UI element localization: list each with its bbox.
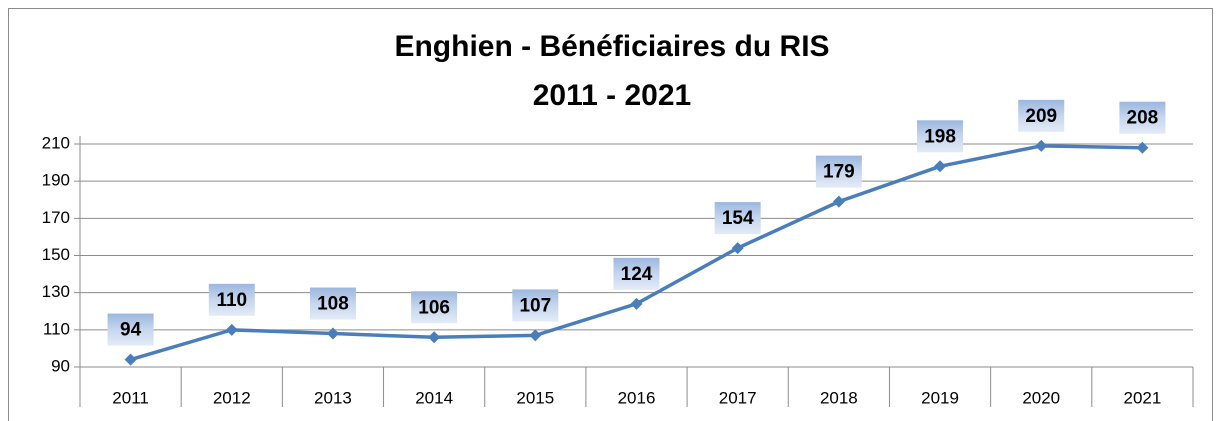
y-tick-label: 190 xyxy=(42,171,70,190)
data-point xyxy=(1136,141,1149,154)
chart-title: Enghien - Bénéficiaires du RIS xyxy=(394,30,829,63)
data-label: 179 xyxy=(823,162,855,183)
chart-subtitle: 2011 - 2021 xyxy=(533,79,691,112)
data-label: 110 xyxy=(216,290,247,311)
x-tick-label: 2020 xyxy=(1022,388,1060,407)
data-point xyxy=(428,331,441,344)
x-tick-label: 2018 xyxy=(820,388,858,407)
data-label-box xyxy=(815,155,862,188)
y-tick-label: 110 xyxy=(43,319,70,338)
data-point xyxy=(326,327,339,340)
y-tick-label: 150 xyxy=(42,245,70,264)
data-label-box xyxy=(1119,101,1166,134)
data-label: 94 xyxy=(120,320,142,341)
data-point xyxy=(832,195,845,208)
x-tick-label: 2021 xyxy=(1123,388,1161,407)
x-tick-label: 2015 xyxy=(516,388,554,407)
data-label-box xyxy=(107,313,154,346)
data-label: 107 xyxy=(519,295,551,316)
data-point xyxy=(934,160,947,173)
x-tick-label: 2016 xyxy=(618,388,656,407)
data-label: 106 xyxy=(418,297,450,318)
data-point xyxy=(124,353,137,366)
data-label-box xyxy=(208,283,255,316)
data-label-box xyxy=(714,202,761,235)
data-point xyxy=(731,242,744,255)
data-label: 124 xyxy=(621,264,653,285)
data-label: 154 xyxy=(722,208,754,229)
y-tick-label: 210 xyxy=(42,133,70,152)
y-tick-label: 90 xyxy=(51,356,70,375)
x-tick-label: 2012 xyxy=(213,388,251,407)
data-label: 208 xyxy=(1127,108,1159,129)
data-point xyxy=(1035,139,1048,152)
data-label: 108 xyxy=(317,294,349,315)
data-label-box xyxy=(917,120,964,153)
data-label-box xyxy=(1018,99,1065,132)
x-tick-label: 2014 xyxy=(415,388,453,407)
y-tick-label: 130 xyxy=(42,282,70,301)
x-tick-label: 2019 xyxy=(921,388,959,407)
data-label-box xyxy=(309,287,356,320)
data-label: 198 xyxy=(924,126,956,147)
data-label-box xyxy=(512,289,559,322)
y-tick-label: 170 xyxy=(42,208,70,227)
data-point xyxy=(225,323,238,336)
data-label-box xyxy=(613,257,660,290)
x-tick-label: 2017 xyxy=(719,388,757,407)
data-point xyxy=(630,297,643,310)
x-tick-label: 2011 xyxy=(112,388,149,407)
data-point xyxy=(529,329,542,342)
x-tick-label: 2013 xyxy=(314,388,352,407)
data-label-box xyxy=(411,291,458,324)
chart-frame xyxy=(8,8,1213,421)
data-label: 209 xyxy=(1025,106,1057,127)
